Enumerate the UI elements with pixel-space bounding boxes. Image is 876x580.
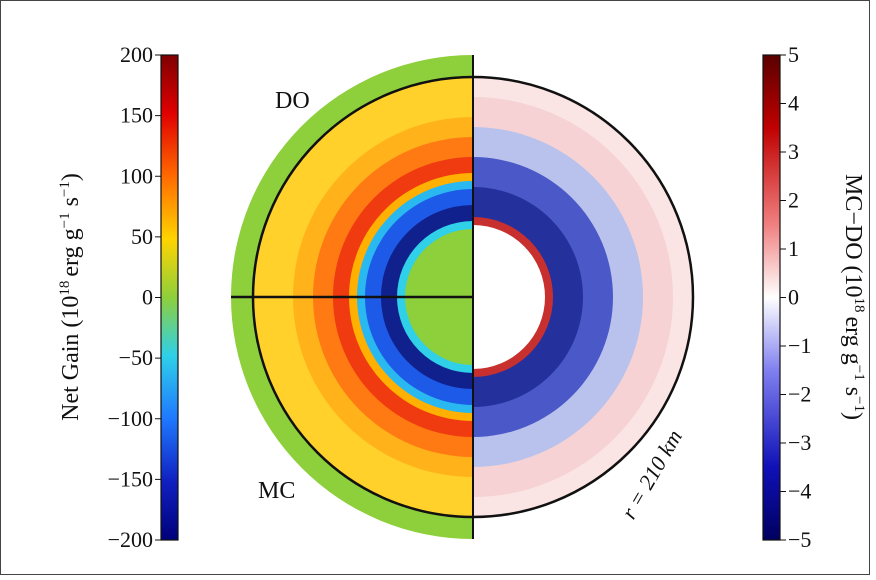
colorbar-tick-label: 100 — [120, 163, 153, 188]
colorbar-tick-label: −200 — [108, 527, 153, 552]
colorbar-tick-label: 200 — [120, 42, 153, 67]
colorbar-tick-label: −1 — [788, 333, 811, 358]
colorbar-tick-label: 4 — [788, 91, 799, 116]
colorbar-tick-label: −3 — [788, 430, 811, 455]
colorbar-tick-label: −150 — [108, 466, 153, 491]
colorbar-tick-label: 3 — [788, 139, 799, 164]
colorbar-tick-label: −50 — [119, 345, 153, 370]
colorbar-tick-label: 50 — [131, 224, 153, 249]
right-colorbar-label: MC−DO (1018erg g−1 s−1) — [840, 174, 867, 420]
colorbar-tick-label: −100 — [108, 406, 153, 431]
core-white — [473, 225, 545, 369]
left-colorbar-label: Net Gain (1018erg g−1 s−1) — [57, 173, 84, 421]
right-colorbar — [762, 54, 781, 541]
right-half-disk — [473, 77, 693, 517]
colorbar-tick-label: 150 — [120, 103, 153, 128]
colorbar-tick-label: −2 — [788, 382, 811, 407]
left-colorbar-ticks: 200 150 100 50 0 −50 −100 −150 −200 — [108, 42, 161, 552]
colorbar-tick-label: 0 — [788, 285, 799, 310]
colorbar-tick-label: −5 — [788, 527, 811, 552]
colorbar-tick-label: 2 — [788, 188, 799, 213]
label-do: DO — [275, 88, 310, 114]
right-colorbar-ticks: 5 4 3 2 1 0 −1 −2 −3 −4 −5 — [780, 42, 811, 552]
colorbar-tick-label: −4 — [788, 479, 811, 504]
colorbar-tick-label: 5 — [788, 42, 799, 67]
colorbar-tick-label: 1 — [788, 236, 799, 261]
left-colorbar — [160, 54, 179, 541]
label-mc: MC — [258, 478, 295, 504]
colorbar-tick-label: 0 — [142, 285, 153, 310]
